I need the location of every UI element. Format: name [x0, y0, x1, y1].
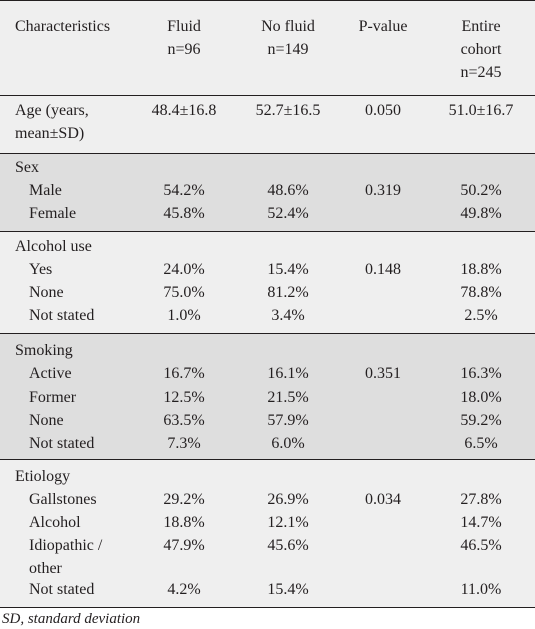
row-label: Idiopathic / — [29, 537, 103, 554]
cell-no-fluid: 16.1% — [267, 365, 309, 382]
age-p-value: 0.050 — [365, 102, 401, 119]
cell-fluid: 18.8% — [163, 514, 205, 531]
header-p-value: P-value — [358, 18, 408, 35]
row-label: Gallstones — [29, 491, 97, 508]
header-entire: Entire — [461, 18, 501, 35]
cell-entire: 50.2% — [460, 182, 502, 199]
row-label: Not stated — [29, 581, 95, 598]
cell-fluid: 29.2% — [163, 491, 205, 508]
header-characteristics: Characteristics — [15, 18, 111, 35]
cell-fluid: 12.5% — [163, 389, 205, 406]
cell-fluid: 45.8% — [163, 205, 205, 222]
cell-fluid: 4.2% — [167, 581, 201, 598]
row-label: Former — [29, 389, 77, 406]
age-label: Age (years, — [15, 102, 89, 119]
cell-fluid: 47.9% — [163, 537, 205, 554]
header-fluid-n: n=96 — [167, 41, 201, 58]
row-label: Not stated — [29, 435, 95, 452]
cell-entire: 27.8% — [460, 491, 502, 508]
etiology-p-value: 0.034 — [365, 491, 401, 508]
cell-fluid: 75.0% — [163, 284, 205, 301]
row-label: None — [29, 412, 64, 429]
smoking-label: Smoking — [15, 342, 73, 359]
sex-label: Sex — [15, 159, 39, 176]
bottom-rule — [0, 607, 535, 608]
row-label: None — [29, 284, 64, 301]
cell-entire: 78.8% — [460, 284, 502, 301]
sex-p-value: 0.319 — [365, 182, 401, 199]
header-no-fluid: No fluid — [261, 18, 315, 35]
cell-entire: 6.5% — [464, 435, 498, 452]
row-label: Not stated — [29, 307, 95, 324]
cell-no-fluid: 12.1% — [267, 514, 309, 531]
row-label: Yes — [29, 261, 53, 278]
age-fluid: 48.4±16.8 — [151, 102, 217, 119]
divider — [0, 231, 535, 232]
cell-fluid: 7.3% — [167, 435, 201, 452]
cell-no-fluid: 52.4% — [267, 205, 309, 222]
cell-no-fluid: 6.0% — [271, 435, 305, 452]
divider — [0, 153, 535, 154]
cell-entire: 18.0% — [460, 389, 502, 406]
cell-no-fluid: 81.2% — [267, 284, 309, 301]
table-footnote: SD, standard deviation — [2, 611, 141, 627]
etiology-label: Etiology — [15, 468, 71, 485]
cell-no-fluid: 3.4% — [271, 307, 305, 324]
cell-fluid: 24.0% — [163, 261, 205, 278]
divider — [0, 333, 535, 334]
age-no-fluid: 52.7±16.5 — [255, 102, 321, 119]
cell-entire: 14.7% — [460, 514, 502, 531]
cell-no-fluid: 21.5% — [267, 389, 309, 406]
header-fluid: Fluid — [167, 18, 201, 35]
top-rule — [0, 0, 535, 1]
etiology-band — [0, 459, 535, 608]
cell-no-fluid: 45.6% — [267, 537, 309, 554]
header-cohort: cohort — [460, 41, 502, 58]
cell-entire: 11.0% — [460, 581, 502, 598]
cell-no-fluid: 15.4% — [267, 581, 309, 598]
cell-entire: 49.8% — [460, 205, 502, 222]
cell-fluid: 16.7% — [163, 365, 205, 382]
cell-entire: 2.5% — [464, 307, 498, 324]
header-band — [0, 0, 535, 95]
header-rule — [0, 95, 535, 96]
age-label-2: mean±SD) — [15, 125, 85, 142]
cell-fluid: 1.0% — [167, 307, 201, 324]
smoking-p-value: 0.351 — [365, 365, 401, 382]
cell-entire: 59.2% — [460, 412, 502, 429]
alcohol-band — [0, 231, 535, 333]
age-entire: 51.0±16.7 — [448, 102, 514, 119]
age-band — [0, 95, 535, 153]
cell-no-fluid: 15.4% — [267, 261, 309, 278]
row-label: Active — [29, 365, 72, 382]
cell-entire: 46.5% — [460, 537, 502, 554]
row-label: Male — [29, 182, 62, 199]
cell-no-fluid: 57.9% — [267, 412, 309, 429]
alcohol-label: Alcohol use — [15, 238, 92, 255]
cell-fluid: 63.5% — [163, 412, 205, 429]
cell-no-fluid: 48.6% — [267, 182, 309, 199]
alcohol-p-value: 0.148 — [365, 261, 401, 278]
cell-entire: 18.8% — [460, 261, 502, 278]
sex-band — [0, 153, 535, 231]
cell-no-fluid: 26.9% — [267, 491, 309, 508]
row-label: Alcohol — [29, 514, 81, 531]
cell-fluid: 54.2% — [163, 182, 205, 199]
header-no-fluid-n: n=149 — [267, 41, 309, 58]
row-label: Female — [29, 205, 77, 222]
divider — [0, 459, 535, 460]
row-label-2: other — [29, 560, 62, 577]
cell-entire: 16.3% — [460, 365, 502, 382]
smoking-band — [0, 333, 535, 459]
header-entire-n: n=245 — [460, 64, 502, 81]
